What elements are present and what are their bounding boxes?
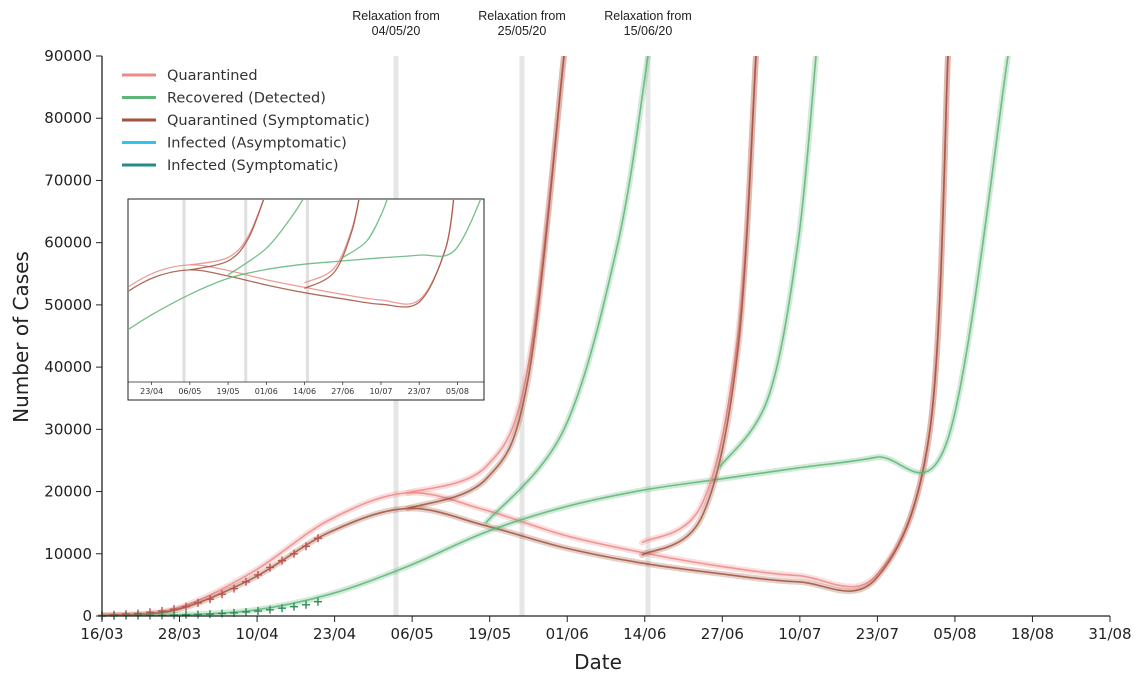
inset-series-line	[129, 200, 482, 330]
observed-marker	[314, 597, 322, 606]
relaxation-date: 04/05/20	[372, 24, 421, 38]
observed-marker	[206, 610, 214, 619]
legend-label: Quarantined	[167, 68, 258, 84]
observed-marker	[182, 602, 190, 611]
inset-series-line	[189, 200, 265, 271]
x-tick-label: 14/06	[623, 625, 666, 643]
inset-relaxation-band	[182, 200, 186, 382]
inset-content	[129, 200, 482, 382]
inset-tick-label: 23/04	[140, 387, 163, 396]
x-axis-title: Date	[574, 650, 622, 674]
y-tick-label: 70000	[44, 171, 92, 189]
x-tick-label: 23/07	[856, 625, 899, 643]
x-tick-label: 01/06	[546, 625, 589, 643]
scenario-curves	[102, 56, 1011, 616]
observed-marker	[230, 584, 238, 593]
series-line	[719, 56, 817, 468]
series-line	[102, 56, 949, 616]
axis-labels: Date Number of Cases	[9, 251, 622, 674]
inset-tick-label: 10/07	[369, 387, 392, 396]
y-tick-label: 80000	[44, 109, 92, 127]
inset-relaxation-band	[244, 200, 248, 382]
observed-marker	[218, 590, 226, 599]
x-tick-label: 16/03	[80, 625, 123, 643]
inset-series-line	[129, 200, 455, 308]
relaxation-label: Relaxation from	[604, 9, 692, 23]
relaxation-band	[519, 56, 525, 616]
observed-marker	[254, 607, 262, 616]
observed-marker	[182, 610, 190, 619]
inset-relaxation-band	[305, 200, 309, 382]
observed-marker	[206, 595, 214, 604]
observed-marker	[290, 602, 298, 611]
observed-marker	[170, 611, 178, 620]
y-tick-label: 60000	[44, 234, 92, 252]
legend-label: Infected (Asymptomatic)	[167, 136, 347, 152]
x-tick-label: 05/08	[933, 625, 976, 643]
x-tick-label: 28/03	[158, 625, 201, 643]
y-tick-label: 10000	[44, 545, 92, 563]
legend-label: Infected (Symptomatic)	[167, 158, 339, 174]
inset-tick-label: 14/06	[293, 387, 316, 396]
observed-marker	[242, 607, 250, 616]
series-band	[639, 56, 759, 546]
y-tick-label: 90000	[44, 47, 92, 65]
inset-tick-label: 19/05	[217, 387, 240, 396]
observed-marker	[254, 570, 262, 579]
y-tick-label: 40000	[44, 358, 92, 376]
relaxation-date: 25/05/20	[498, 24, 547, 38]
x-tick-label: 19/05	[468, 625, 511, 643]
inset-tick-label: 23/07	[408, 387, 431, 396]
observed-marker	[278, 556, 286, 565]
observed-marker	[302, 542, 310, 551]
observed-marker	[242, 577, 250, 586]
inset-tick-label: 06/05	[178, 387, 201, 396]
y-tick-label: 50000	[44, 296, 92, 314]
inset-series-line	[227, 200, 304, 276]
axes: 16/03 28/03 10/04 23/04 06/05 19/05 01/06 14/06…	[44, 47, 1131, 643]
observed-marker	[194, 610, 202, 619]
legend: Quarantined Recovered (Detected) Quarantin…	[122, 68, 370, 174]
x-tick-label: 27/06	[701, 625, 744, 643]
x-tick-label: 06/05	[391, 625, 434, 643]
inset-plot: 23/04 06/05 19/05 01/06 14/06 27/06 10/07 23/07…	[127, 198, 485, 401]
observed-marker	[314, 534, 322, 543]
relaxation-label: Relaxation from	[478, 9, 566, 23]
observed-marker	[290, 549, 298, 558]
observed-marker	[278, 604, 286, 613]
x-tick-label: 10/07	[778, 625, 821, 643]
x-tick-label: 18/08	[1011, 625, 1054, 643]
inset-tick-label: 27/06	[331, 387, 354, 396]
legend-label: Quarantined (Symptomatic)	[167, 113, 370, 129]
inset-series-line	[304, 200, 360, 290]
observed-marker	[266, 605, 274, 614]
y-tick-label: 0	[82, 607, 92, 625]
inset-series-line	[129, 200, 455, 305]
series-line	[641, 56, 757, 556]
y-tick-label: 20000	[44, 483, 92, 501]
observed-marker	[194, 598, 202, 607]
inset-tick-label: 01/06	[255, 387, 278, 396]
inset-tick-label: 05/08	[446, 387, 469, 396]
x-tick-label: 23/04	[313, 625, 356, 643]
inset-series-line	[342, 200, 388, 259]
series-band	[717, 56, 819, 470]
x-tick-label: 10/04	[235, 625, 278, 643]
observed-marker	[266, 563, 274, 572]
relaxation-band	[645, 56, 651, 616]
x-tick-label: 31/08	[1088, 625, 1131, 643]
y-axis-title: Number of Cases	[9, 251, 33, 423]
series-line	[407, 56, 565, 510]
observed-marker	[302, 600, 310, 609]
relaxation-label: Relaxation from	[352, 9, 440, 23]
series-line	[485, 56, 649, 524]
relaxation-date: 15/06/20	[624, 24, 673, 38]
y-tick-label: 30000	[44, 420, 92, 438]
legend-label: Recovered (Detected)	[167, 91, 326, 107]
